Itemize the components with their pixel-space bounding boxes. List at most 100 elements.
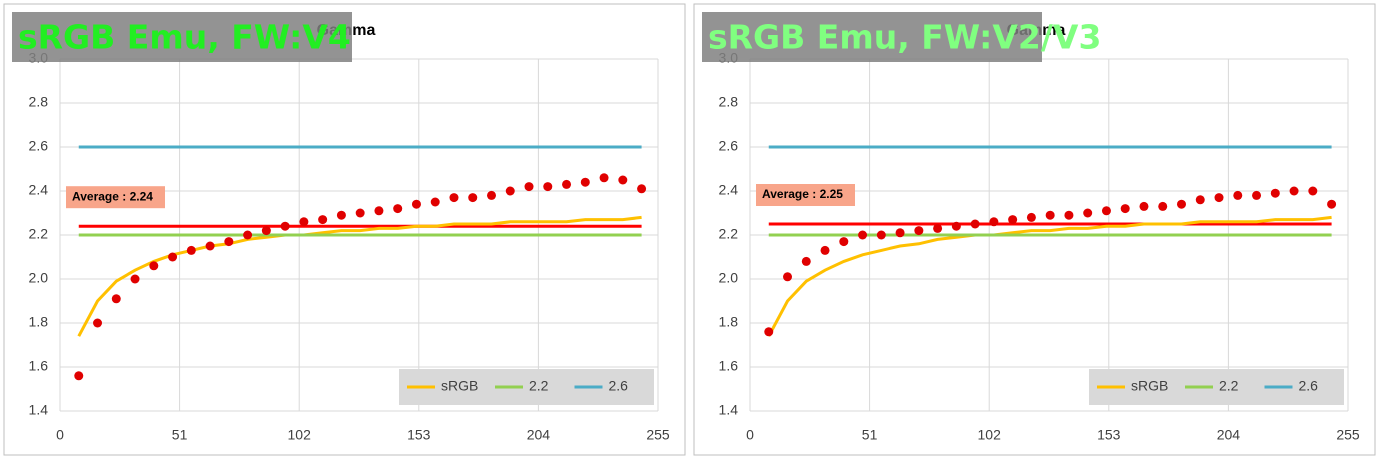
y-tick-label: 2.2 [29,226,49,242]
y-tick-label: 2.6 [29,138,49,154]
data-point [637,184,647,194]
data-point [393,204,403,214]
data-point [449,193,459,203]
data-point [299,217,309,227]
data-point [618,175,628,185]
x-tick-label: 204 [527,427,551,443]
data-point [839,237,849,247]
data-point [1176,199,1186,209]
data-point [468,193,478,203]
data-point [205,241,215,251]
data-point [74,371,84,381]
x-tick-label: 255 [646,427,670,443]
data-point [933,223,943,233]
data-point [580,177,590,187]
data-point [895,228,905,238]
data-point [411,199,421,209]
data-point [820,245,830,255]
data-point [130,274,140,284]
chart: Gamma1.41.61.82.02.22.42.62.83.005110215… [3,3,686,456]
data-point [989,217,999,227]
y-tick-label: 2.4 [719,182,739,198]
y-tick-label: 1.8 [719,314,739,330]
data-point [1270,188,1280,198]
data-point [111,294,121,304]
x-tick-label: 0 [746,427,754,443]
data-point [1045,210,1055,220]
y-tick-label: 2.8 [719,94,739,110]
average-box [66,186,165,209]
average-box [756,184,855,206]
data-point [764,327,774,337]
data-point [524,182,534,192]
data-point [374,206,384,216]
data-point [1026,212,1036,222]
data-point [336,210,346,220]
x-tick-label: 204 [1217,427,1241,443]
data-point [543,182,553,192]
x-tick-label: 102 [978,427,1002,443]
data-point [1120,204,1130,214]
data-point [318,215,328,225]
average-label: Average : 2.25 [762,187,843,201]
data-point [1233,190,1243,200]
legend-box [1089,369,1344,405]
data-point [1327,199,1337,209]
x-tick-label: 153 [407,427,431,443]
data-point [801,256,811,266]
data-point [1064,210,1074,220]
y-tick-label: 2.4 [29,182,49,198]
data-point [486,190,496,200]
y-tick-label: 1.4 [29,402,49,418]
legend-label: 2.6 [609,378,629,394]
y-tick-label: 2.8 [29,94,49,110]
x-tick-label: 255 [1336,427,1360,443]
x-tick-label: 153 [1097,427,1121,443]
data-point [562,179,572,189]
overlay-box [12,12,352,62]
data-point [1083,208,1093,218]
data-point [599,173,609,183]
y-tick-label: 2.0 [29,270,49,286]
chart: Gamma1.41.61.82.02.22.42.62.83.005110215… [693,3,1376,456]
overlay-box [702,12,1042,62]
data-point [783,272,793,282]
data-point [1289,186,1299,196]
x-tick-label: 51 [862,427,878,443]
data-point [243,230,253,240]
legend-box [399,369,654,405]
data-point [858,230,868,240]
data-point [93,318,103,328]
data-point [430,197,440,207]
legend-label: sRGB [441,378,478,394]
x-tick-label: 0 [56,427,64,443]
legend-label: 2.2 [529,378,549,394]
data-point [149,261,159,271]
legend-label: 2.2 [1219,378,1239,394]
data-point [355,208,365,218]
overlay-label: sRGB Emu, FW:V4 [18,18,351,57]
data-point [505,186,515,196]
y-tick-label: 1.4 [719,402,739,418]
y-tick-label: 2.6 [719,138,739,154]
data-point [261,226,271,236]
legend-label: sRGB [1131,378,1168,394]
data-point [1214,193,1224,203]
data-point [970,219,980,229]
data-point [280,221,290,231]
data-point [168,252,178,262]
data-point [1195,195,1205,205]
data-point [1252,190,1262,200]
y-tick-label: 1.6 [29,358,49,374]
average-label: Average : 2.24 [72,189,153,203]
data-point [1101,206,1111,216]
data-point [914,226,924,236]
y-tick-label: 2.0 [719,270,739,286]
data-point [1308,186,1318,196]
y-tick-label: 2.2 [719,226,739,242]
y-tick-label: 1.8 [29,314,49,330]
x-tick-label: 102 [288,427,312,443]
series-line [767,215,1332,337]
data-point [1008,215,1018,225]
